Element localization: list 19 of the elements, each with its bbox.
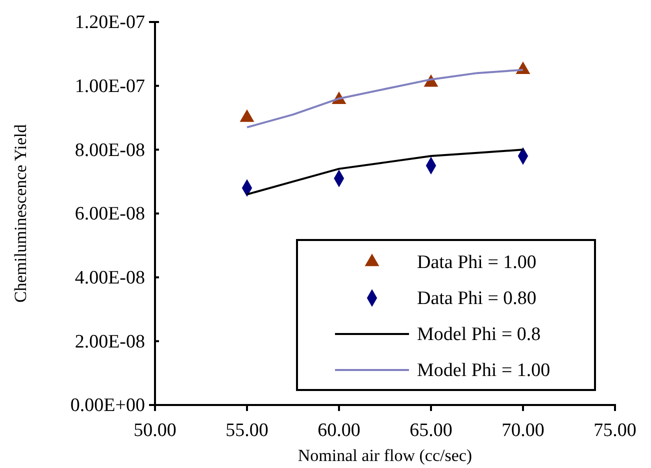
legend-label: Data Phi = 0.80 [417,288,536,309]
x-tick-label: 55.00 [226,420,268,441]
y-tick-label: 1.00E-07 [74,76,145,97]
x-tick-label: 75.00 [594,420,636,441]
x-axis-title: Nominal air flow (cc/sec) [298,446,472,465]
y-axis-title: Chemiluminescence Yield [11,124,30,303]
y-tick-label: 4.00E-08 [74,267,145,288]
legend-label: Model Phi = 1.00 [417,360,550,381]
y-tick-label: 1.20E-07 [74,12,145,34]
y-tick-label: 6.00E-08 [74,204,145,225]
y-tick-label: 8.00E-08 [74,140,145,161]
legend-label: Data Phi = 1.00 [417,252,536,273]
x-tick-label: 60.00 [318,420,360,441]
x-tick-label: 70.00 [502,420,544,441]
x-tick-label: 50.00 [134,420,176,441]
y-tick-label: 0.00E+00 [70,395,145,416]
x-tick-label: 65.00 [410,420,452,441]
y-tick-label: 2.00E-08 [74,331,145,352]
legend-label: Model Phi = 0.8 [417,324,541,345]
